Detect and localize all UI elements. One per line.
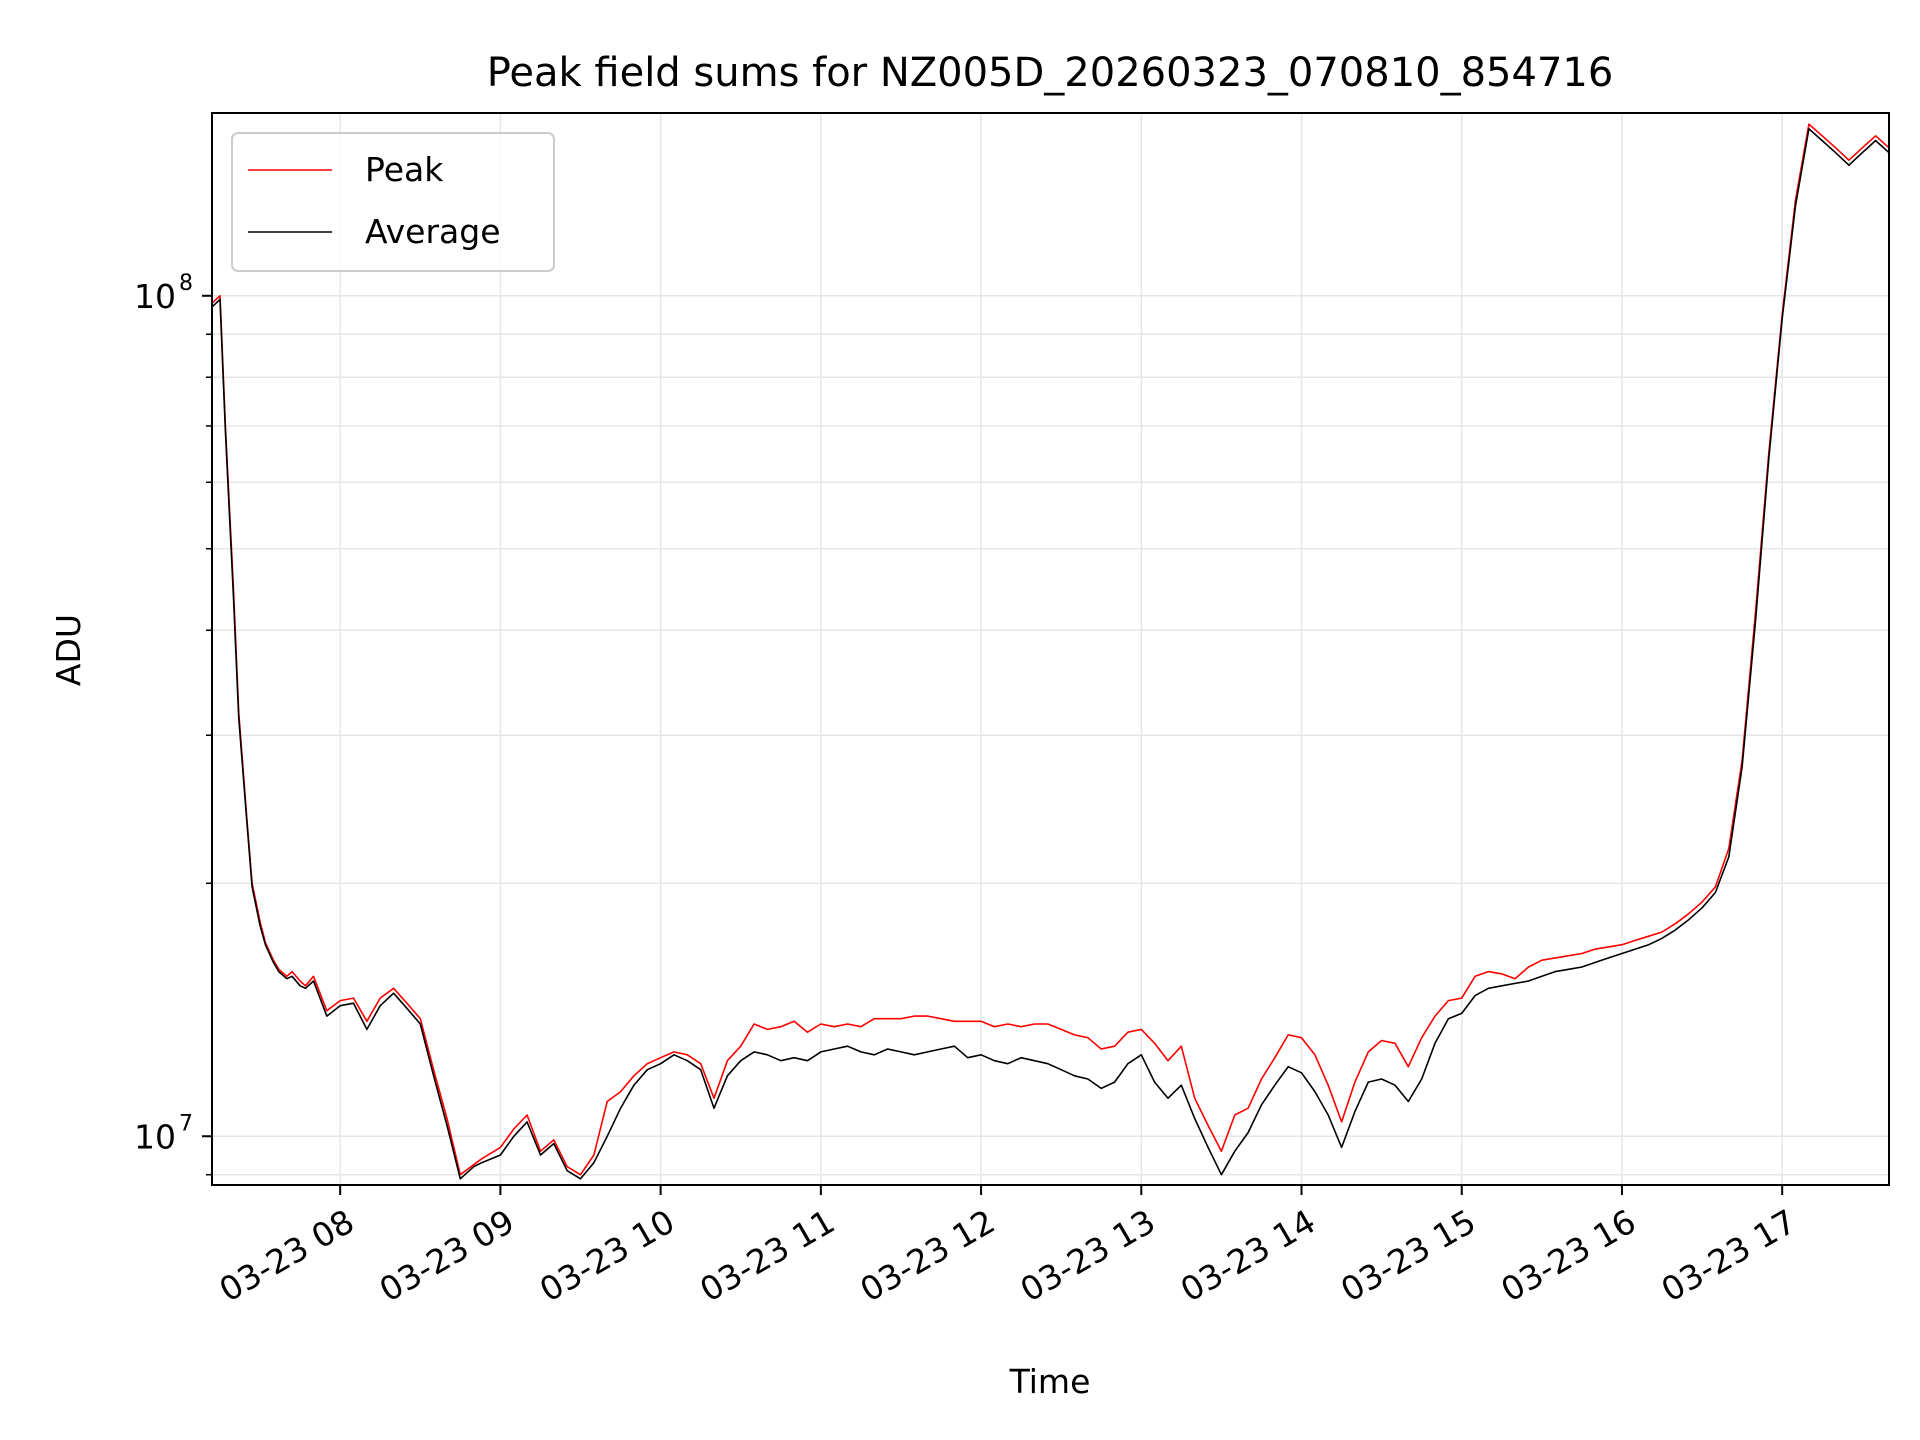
- y-axis-label: ADU: [49, 614, 88, 686]
- y-tick-exponent: 8: [179, 271, 193, 296]
- grid: [212, 113, 1889, 1185]
- x-axis-label: Time: [1009, 1362, 1091, 1401]
- legend-box: [231, 132, 555, 272]
- legend-label-average: Average: [365, 212, 501, 251]
- y-tick-exponent: 7: [179, 1111, 193, 1136]
- series-line-average: [211, 128, 1890, 1180]
- y-tick-label: 10: [134, 1117, 176, 1156]
- plot-frame: [211, 112, 1890, 1186]
- series-line-peak: [211, 123, 1890, 1176]
- series-lines: [211, 123, 1890, 1180]
- chart-title: Peak field sums for NZ005D_20260323_0708…: [487, 50, 1614, 96]
- legend: Peak Average: [231, 132, 555, 272]
- y-tick-label: 10: [134, 277, 176, 316]
- legend-label-peak: Peak: [365, 150, 444, 189]
